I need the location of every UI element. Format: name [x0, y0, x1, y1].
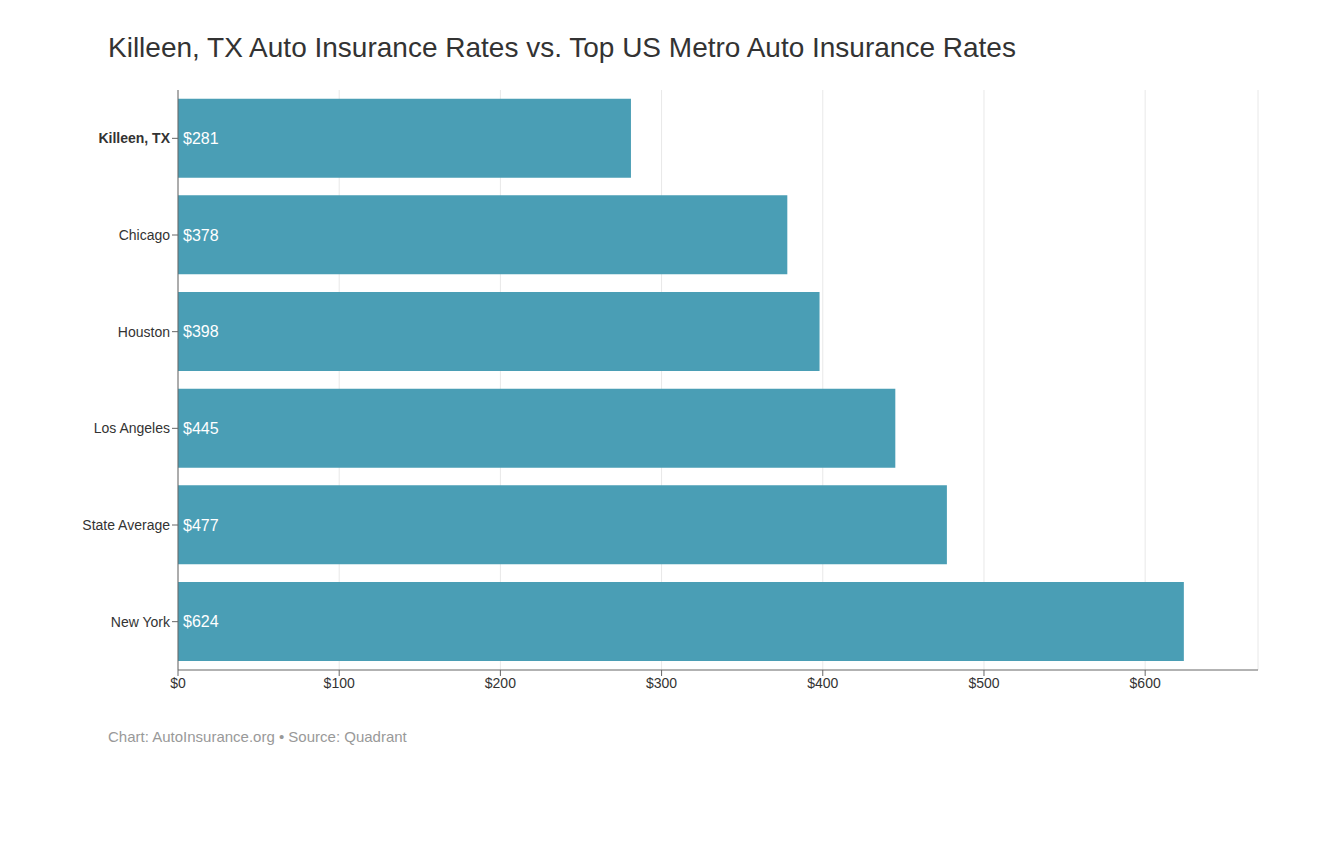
svg-text:$378: $378 [183, 227, 219, 244]
svg-text:State Average: State Average [82, 517, 170, 533]
svg-text:$100: $100 [324, 675, 355, 691]
svg-text:Killeen, TX: Killeen, TX [98, 130, 170, 146]
svg-text:Los Angeles: Los Angeles [94, 420, 170, 436]
html-text:Chart: AutoInsurance.org • Sou: Chart: AutoInsurance.org • Source: Quadr… [108, 728, 407, 745]
svg-text:$0: $0 [170, 675, 186, 691]
svg-text:Houston: Houston [118, 324, 170, 340]
svg-text:$398: $398 [183, 323, 219, 340]
svg-text:$445: $445 [183, 420, 219, 437]
svg-text:Chicago: Chicago [119, 227, 171, 243]
svg-text:$477: $477 [183, 517, 219, 534]
svg-text:$200: $200 [485, 675, 516, 691]
svg-text:$400: $400 [807, 675, 838, 691]
svg-text:New York: New York [111, 614, 171, 630]
svg-text:$600: $600 [1130, 675, 1161, 691]
svg-text:$624: $624 [183, 613, 219, 630]
html-text:Killeen, TX Auto Insurance Rat: Killeen, TX Auto Insurance Rates vs. Top… [108, 32, 1016, 63]
svg-text:$500: $500 [968, 675, 999, 691]
svg-text:$281: $281 [183, 130, 219, 147]
svg-text:$300: $300 [646, 675, 677, 691]
